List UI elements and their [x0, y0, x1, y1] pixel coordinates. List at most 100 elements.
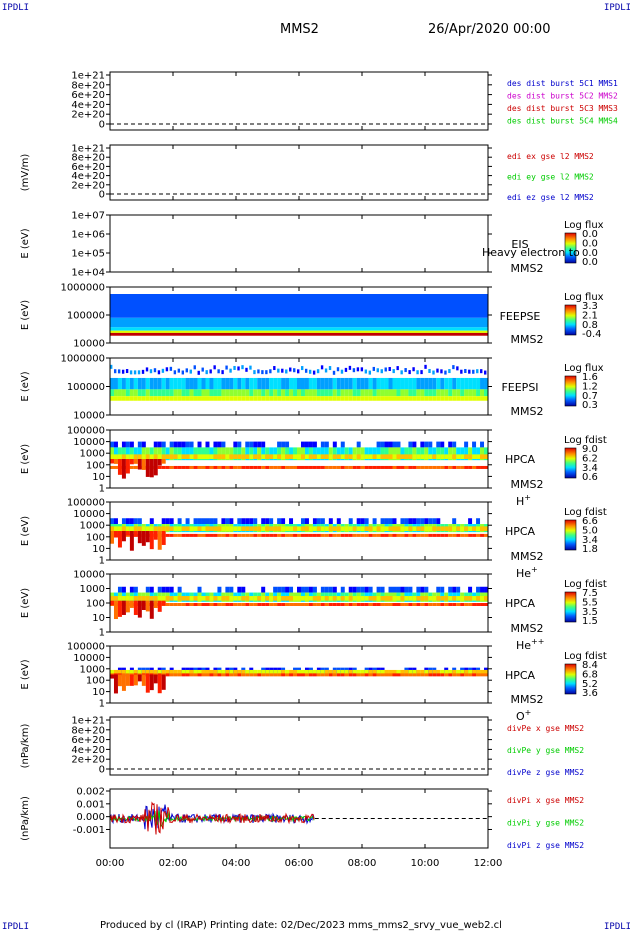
hpca-cell — [360, 533, 365, 537]
panel-hpca-h-spacecraft: MMS2 — [511, 478, 544, 491]
feepsi-speck — [289, 367, 292, 372]
hpca-cell — [328, 518, 333, 525]
hpca-cell — [137, 441, 142, 448]
hpca-cell — [257, 465, 262, 469]
feepsi-cell — [201, 389, 206, 397]
hpca-cell — [424, 526, 429, 531]
hpca-cell — [137, 596, 142, 601]
hpca-cell — [440, 586, 445, 593]
hpca-cell — [289, 596, 294, 601]
hpca-cell — [352, 596, 357, 601]
hpca-cell — [344, 447, 349, 461]
hpca-cell — [125, 526, 130, 531]
hpca-cell — [165, 673, 170, 677]
hpca-cell — [464, 596, 469, 601]
hpca-cell — [396, 526, 401, 531]
hpca-cell — [297, 596, 301, 601]
hpca-cell — [125, 518, 130, 525]
hpca-cell — [189, 454, 194, 459]
feepsi-cell — [269, 396, 274, 401]
feepsi-cell — [110, 396, 114, 401]
hpca-cell — [269, 454, 274, 459]
feepsi-cell — [125, 389, 130, 397]
colorbar-value: 0.7 — [582, 391, 598, 402]
hpca-cell — [316, 596, 321, 601]
hpca-cell — [197, 526, 202, 531]
hpca-cell — [300, 441, 305, 448]
feepsi-cell — [348, 377, 353, 390]
hpca-cell — [273, 586, 278, 593]
hpca-cell — [237, 465, 242, 469]
hpca-cell — [289, 533, 294, 537]
feepsi-cell — [229, 389, 234, 397]
hpca-cell — [404, 673, 409, 677]
hpca-cell — [253, 441, 258, 448]
hpca-cell — [368, 447, 373, 461]
hpca-cell — [388, 673, 393, 677]
hpca-cell — [141, 441, 146, 448]
colorbar-value: 8.4 — [582, 660, 598, 671]
hpca-cell — [448, 586, 453, 593]
hpca-cell — [424, 518, 429, 525]
hpca-cell — [209, 454, 214, 459]
feepsi-cell — [281, 389, 286, 397]
hpca-cell — [368, 596, 373, 601]
panel-hpca-h-species: H+ — [516, 493, 531, 508]
feepsi-speck — [121, 369, 125, 374]
feepsi-speck — [157, 370, 161, 375]
hpca-cell — [133, 600, 138, 615]
hpca-cell — [265, 596, 270, 601]
y-tick-label: 8e+20 — [71, 725, 105, 736]
hpca-cell — [472, 454, 477, 459]
feepsi-cell — [360, 389, 365, 397]
hpca-cell — [261, 673, 266, 677]
colorbar-value: 0.6 — [582, 472, 598, 483]
feepsi-cell — [209, 377, 214, 390]
hpca-cell — [129, 526, 134, 531]
hpca-cell — [304, 454, 309, 459]
hpca-cell — [452, 518, 457, 525]
x-tick-label: 06:00 — [285, 858, 314, 869]
hpca-cell — [233, 596, 238, 601]
y-tick-label: 2e+20 — [71, 110, 105, 121]
feepsi-cell — [472, 396, 477, 401]
hpca-cell — [185, 447, 190, 461]
hpca-cell — [157, 454, 162, 459]
hpca-cell — [237, 447, 242, 461]
hpca-cell — [145, 459, 150, 477]
feepsi-cell — [213, 377, 218, 390]
hpca-cell — [468, 447, 473, 461]
hpca-cell — [149, 531, 154, 550]
hpca-cell — [452, 596, 457, 601]
hpca-cell — [432, 669, 437, 675]
feepsi-cell — [344, 377, 349, 390]
feepsi-cell — [205, 377, 210, 390]
hpca-cell — [157, 600, 162, 612]
hpca-cell — [364, 447, 369, 461]
hpca-cell — [197, 673, 202, 677]
feepsi-speck — [460, 369, 463, 374]
hpca-cell — [312, 526, 317, 531]
y-tick-label: 100 — [86, 599, 105, 610]
hpca-cell — [328, 454, 333, 459]
feepsi-cell — [297, 396, 301, 401]
y-tick-label: 0 — [99, 190, 105, 201]
y-tick-label: 1000000 — [60, 354, 105, 365]
feepsi-cell — [273, 377, 278, 390]
hpca-cell — [110, 674, 114, 679]
hpca-cell — [153, 441, 158, 448]
hpca-cell — [476, 596, 481, 601]
colorbar-value: 2.1 — [582, 310, 598, 321]
feepsi-cell — [376, 389, 381, 397]
hpca-cell — [420, 596, 425, 601]
feepsi-cell — [169, 389, 174, 397]
hpca-cell — [424, 441, 429, 448]
feepsi-cell — [432, 377, 437, 390]
feepsi-speck — [241, 365, 244, 370]
hpca-cell — [233, 447, 238, 461]
feepsi-cell — [304, 377, 309, 390]
hpca-cell — [293, 465, 298, 469]
feepsi-cell — [348, 389, 353, 397]
hpca-cell — [308, 447, 313, 461]
hpca-cell — [129, 518, 134, 525]
